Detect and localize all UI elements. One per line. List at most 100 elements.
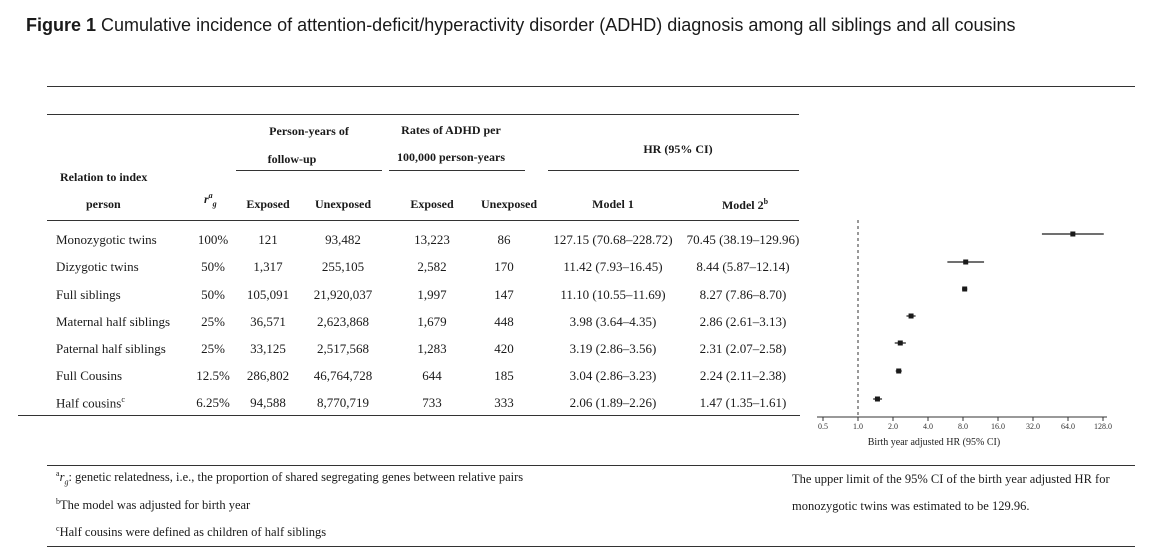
- header-model2-sup: b: [763, 197, 769, 206]
- cell-py-exposed: 121: [238, 232, 298, 248]
- x-tick-label: 2.0: [888, 422, 898, 431]
- cell-py-unexposed: 2,517,568: [306, 341, 380, 357]
- cell-py-exposed: 286,802: [238, 368, 298, 384]
- cell-relation: Dizygotic twins: [56, 259, 196, 275]
- cell-rate-exposed-text: 1,283: [417, 341, 447, 356]
- cell-rate-unexposed: 147: [472, 287, 536, 303]
- cell-relation-text: Paternal half siblings: [56, 341, 166, 356]
- cell-py-exposed-text: 1,317: [253, 259, 283, 274]
- cell-rg: 50%: [188, 259, 238, 275]
- footnote-a-sup: a: [56, 469, 60, 478]
- header-rates-line2: 100,000 person-years: [397, 150, 505, 164]
- rates-rule: [389, 170, 525, 171]
- header-rg-sub: g: [212, 199, 217, 209]
- side-note-line2: monozygotic twins was estimated to be 12…: [792, 499, 1030, 513]
- header-model2: Model 2b: [705, 197, 785, 213]
- cell-rate-exposed-text: 13,223: [414, 232, 450, 247]
- cell-rg: 100%: [188, 232, 238, 248]
- figure-title: Figure 1 Cumulative incidence of attenti…: [26, 15, 1015, 36]
- cell-relation-sup: c: [121, 395, 125, 404]
- side-note-line1: The upper limit of the 95% CI of the bir…: [792, 472, 1110, 486]
- footnote-c-text: Half cousins were defined as children of…: [59, 525, 327, 540]
- cell-model2: 70.45 (38.19–129.96): [680, 232, 806, 248]
- cell-rg-text: 100%: [197, 232, 229, 247]
- cell-relation: Full Cousins: [56, 368, 196, 384]
- cell-model1-text: 11.42 (7.93–16.45): [563, 259, 663, 274]
- header-hr: HR (95% CI): [643, 142, 713, 156]
- cell-model2-text: 1.47 (1.35–1.61): [699, 395, 787, 410]
- cell-py-exposed-text: 121: [258, 232, 278, 247]
- footnote-a-sub: g: [64, 477, 69, 487]
- cell-model2: 2.31 (2.07–2.58): [680, 341, 806, 357]
- cell-rate-unexposed: 333: [472, 395, 536, 411]
- footnote-c-sup: c: [56, 524, 60, 533]
- cell-py-exposed: 33,125: [238, 341, 298, 357]
- footnote-rule: [47, 465, 1135, 466]
- cell-relation: Half cousinsc: [56, 395, 196, 411]
- cell-model2: 2.24 (2.11–2.38): [680, 368, 806, 384]
- forest-plot: 0.5 1.0 2.0 4.0 8.0 16.0 32.0 64.0 128.0 Birth ye…: [817, 220, 1112, 448]
- header-model1: Model 1: [592, 197, 634, 211]
- point-estimate: [874, 396, 880, 402]
- cell-rate-exposed-text: 1,679: [417, 314, 447, 329]
- cell-py-exposed: 94,588: [238, 395, 298, 411]
- cell-relation-text: Maternal half siblings: [56, 314, 171, 329]
- cell-rg: 12.5%: [188, 368, 238, 384]
- figure-title-text: Cumulative incidence of attention-defici…: [101, 15, 1016, 35]
- cell-model2-text: 8.44 (5.87–12.14): [696, 259, 790, 274]
- cell-rate-exposed: 1,997: [402, 287, 462, 303]
- header-rate-exposed: Exposed: [410, 197, 454, 211]
- figure-label: Figure 1: [26, 15, 97, 35]
- point-estimate: [896, 368, 902, 374]
- cell-rate-exposed: 644: [402, 368, 462, 384]
- cell-rate-unexposed: 185: [472, 368, 536, 384]
- x-tick-label: 16.0: [991, 422, 1005, 431]
- header-relation-line2: person: [86, 197, 121, 211]
- cell-py-exposed-text: 36,571: [250, 314, 286, 329]
- cell-rate-exposed-text: 1,997: [417, 287, 447, 302]
- cell-py-exposed: 36,571: [238, 314, 298, 330]
- header-py-exposed: Exposed: [246, 197, 290, 211]
- footnote-b-sup: b: [56, 497, 60, 506]
- cell-rg: 6.25%: [188, 395, 238, 411]
- cell-model2: 8.27 (7.86–8.70): [680, 287, 806, 303]
- cell-model1-text: 2.06 (1.89–2.26): [569, 395, 657, 410]
- x-axis-label: Birth year adjusted HR (95% CI): [868, 437, 1000, 448]
- cell-model2-text: 2.31 (2.07–2.58): [699, 341, 787, 356]
- footnote-a: arg: genetic relatedness, i.e., the prop…: [56, 469, 523, 487]
- cell-rg-text: 50%: [201, 287, 225, 302]
- cell-model1-text: 3.04 (2.86–3.23): [569, 368, 657, 383]
- table-top-rule: [47, 114, 799, 115]
- person-years-rule: [236, 170, 382, 171]
- cell-relation-text: Dizygotic twins: [56, 259, 139, 274]
- cell-rate-unexposed: 448: [472, 314, 536, 330]
- cell-py-unexposed-text: 46,764,728: [313, 368, 373, 383]
- cell-py-unexposed: 93,482: [306, 232, 380, 248]
- cell-model2-text: 2.86 (2.61–3.13): [699, 314, 787, 329]
- cell-relation-text: Monozygotic twins: [56, 232, 157, 247]
- cell-model2-text: 2.24 (2.11–2.38): [699, 368, 787, 383]
- cell-rg: 25%: [188, 314, 238, 330]
- point-estimate: [1070, 231, 1076, 237]
- cell-model1: 3.19 (2.86–3.56): [546, 341, 680, 357]
- header-model2-label: Model 2: [721, 198, 764, 212]
- cell-model2: 1.47 (1.35–1.61): [680, 395, 806, 411]
- header-rg-sup: a: [208, 191, 213, 200]
- x-tick-label: 8.0: [958, 422, 968, 431]
- x-tick-label: 1.0: [853, 422, 863, 431]
- cell-rate-exposed: 1,283: [402, 341, 462, 357]
- point-estimate: [963, 259, 969, 265]
- cell-relation: Maternal half siblings: [56, 314, 196, 330]
- cell-py-unexposed-text: 2,517,568: [317, 341, 369, 356]
- header-rate-unexposed: Unexposed: [480, 197, 537, 211]
- header-rg-symbol: r: [204, 192, 209, 206]
- cell-py-exposed: 1,317: [238, 259, 298, 275]
- header-rates-line1: Rates of ADHD per: [401, 123, 501, 137]
- x-tick-label: 4.0: [923, 422, 933, 431]
- cell-rate-unexposed: 86: [472, 232, 536, 248]
- cell-py-unexposed: 46,764,728: [306, 368, 380, 384]
- cell-model2-text: 8.27 (7.86–8.70): [699, 287, 787, 302]
- cell-model1: 11.10 (10.55–11.69): [546, 287, 680, 303]
- bottom-rule: [47, 546, 1135, 547]
- cell-rg-text: 12.5%: [196, 368, 230, 383]
